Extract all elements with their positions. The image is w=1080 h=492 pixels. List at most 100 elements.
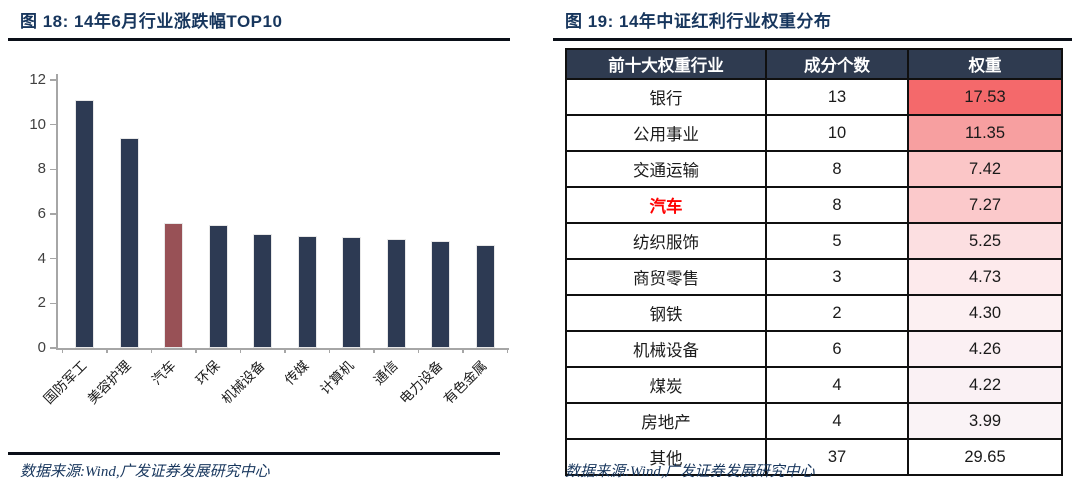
- table-header: 前十大权重行业 成分个数 权重: [565, 48, 1063, 80]
- x-category-label: 传媒: [281, 358, 312, 388]
- figure-18-bottom-rule: [8, 452, 500, 455]
- weight-cell: 5.25: [907, 222, 1063, 260]
- table-row: 纺织服饰 5 5.25: [565, 222, 1063, 260]
- table-body: 银行 13 17.53 公用事业 10 11.35 交通运输 8 7.42 汽车 8 7.27 纺织服饰…: [565, 78, 1063, 476]
- bar-电力设备: [431, 240, 450, 348]
- bar-有色金属: [475, 245, 495, 348]
- weight-cell: 4.73: [907, 258, 1063, 296]
- figure-19-title-rule: [553, 38, 1072, 41]
- x-tick-mark: [328, 348, 331, 353]
- table-row: 煤炭 4 4.22: [565, 366, 1063, 404]
- count-cell: 3: [765, 258, 909, 296]
- count-cell: 4: [765, 402, 909, 440]
- column-header-2: 权重: [907, 48, 1063, 80]
- x-tick-mark: [61, 348, 64, 353]
- y-tick-mark: [50, 79, 56, 81]
- x-category-label: 美容护理: [84, 358, 134, 407]
- weight-cell: 29.65: [907, 438, 1063, 476]
- figure-19-panel: 图 19: 14年中证红利行业权重分布 前十大权重行业 成分个数 权重 银行 13 17…: [540, 0, 1080, 492]
- count-cell: 2: [765, 294, 909, 332]
- industry-cell: 其他: [565, 438, 767, 476]
- count-cell: 8: [765, 150, 909, 188]
- industry-cell: 房地产: [565, 402, 767, 440]
- x-category-label: 机械设备: [218, 358, 268, 407]
- bar-通信: [386, 238, 406, 348]
- count-cell: 6: [765, 330, 909, 368]
- weight-cell: 7.42: [907, 150, 1063, 188]
- y-tick-label: 12: [29, 71, 46, 88]
- bar-计算机: [342, 237, 361, 348]
- y-axis-line: [56, 74, 58, 350]
- industry-cell: 纺织服饰: [565, 222, 767, 260]
- bar-传媒: [297, 236, 317, 348]
- count-cell: 5: [765, 222, 909, 260]
- table-row: 机械设备 6 4.26: [565, 330, 1063, 368]
- weight-cell: 3.99: [907, 402, 1063, 440]
- table-row: 钢铁 2 4.30: [565, 294, 1063, 332]
- count-cell: 4: [765, 366, 909, 404]
- x-category-label: 国防军工: [40, 358, 90, 407]
- figure-18-title-rule: [8, 38, 510, 41]
- table-row: 房地产 4 3.99: [565, 402, 1063, 440]
- bar-环保: [208, 225, 228, 348]
- y-tick-mark: [50, 213, 56, 215]
- table-row: 商贸零售 3 4.73: [565, 258, 1063, 296]
- column-header-1: 成分个数: [765, 48, 909, 80]
- table-row: 银行 13 17.53: [565, 78, 1063, 116]
- industry-cell: 汽车: [565, 186, 767, 224]
- bar-汽车: [164, 222, 183, 348]
- bar-机械设备: [253, 234, 272, 348]
- table-header-row: 前十大权重行业 成分个数 权重: [565, 48, 1063, 80]
- bar-美容护理: [119, 138, 139, 348]
- industry-change-bar-chart: 0 2 4 6 8 10 12 国防军工 美容护理 汽车 环保 机械设备 传媒 计算机 通信 电力设备 有色金属: [0, 0, 540, 455]
- x-tick-mark: [195, 348, 197, 353]
- y-tick-label: 4: [37, 249, 46, 267]
- count-cell: 13: [765, 78, 909, 116]
- x-tick-mark: [106, 348, 108, 353]
- table-row: 其他 37 29.65: [565, 438, 1063, 476]
- industry-cell: 商贸零售: [565, 258, 767, 296]
- y-tick-mark: [50, 168, 56, 171]
- weight-cell: 4.26: [907, 330, 1063, 368]
- industry-cell: 银行: [565, 78, 767, 116]
- y-tick-mark: [50, 347, 56, 349]
- y-tick-label: 10: [29, 115, 46, 133]
- x-tick-mark: [373, 348, 375, 353]
- weight-cell: 11.35: [907, 114, 1063, 152]
- figure-19-title: 图 19: 14年中证红利行业权重分布: [565, 12, 832, 31]
- table-row: 公用事业 10 11.35: [565, 114, 1063, 152]
- weight-cell: 4.22: [907, 366, 1063, 404]
- industry-cell: 机械设备: [565, 330, 767, 368]
- table-row: 汽车 8 7.27: [565, 186, 1063, 224]
- y-tick-mark: [50, 257, 56, 260]
- x-tick-mark: [506, 348, 509, 353]
- figure-18-source: 数据来源:Wind,广发证券发展研究中心: [20, 464, 270, 480]
- y-tick-label: 2: [37, 294, 46, 312]
- x-category-label: 有色金属: [440, 358, 490, 407]
- weight-cell: 7.27: [907, 186, 1063, 224]
- x-tick-mark: [239, 348, 242, 353]
- y-tick-label: 6: [37, 205, 46, 222]
- table-row: 交通运输 8 7.42: [565, 150, 1063, 188]
- industry-cell: 煤炭: [565, 366, 767, 404]
- weight-cell: 4.30: [907, 294, 1063, 332]
- column-header-0: 前十大权重行业: [565, 48, 767, 80]
- x-category-label: 汽车: [148, 358, 179, 388]
- count-cell: 37: [765, 438, 909, 476]
- x-tick-mark: [284, 348, 286, 353]
- x-axis-line: [56, 348, 509, 350]
- count-cell: 8: [765, 186, 909, 224]
- figure-18-title: 图 18: 14年6月行业涨跌幅TOP10: [20, 12, 283, 31]
- x-category-label: 通信: [370, 358, 401, 388]
- x-tick-mark: [417, 348, 420, 353]
- figure-19-source: 数据来源:Wind,广发证券发展研究中心: [565, 464, 815, 480]
- y-tick-label: 8: [37, 160, 46, 178]
- weight-cell: 17.53: [907, 78, 1063, 116]
- x-category-label: 电力设备: [396, 358, 446, 407]
- x-category-label: 环保: [192, 358, 223, 388]
- industry-cell: 交通运输: [565, 150, 767, 188]
- industry-cell: 公用事业: [565, 114, 767, 152]
- y-tick-mark: [50, 123, 56, 126]
- count-cell: 10: [765, 114, 909, 152]
- bar-国防军工: [75, 100, 94, 348]
